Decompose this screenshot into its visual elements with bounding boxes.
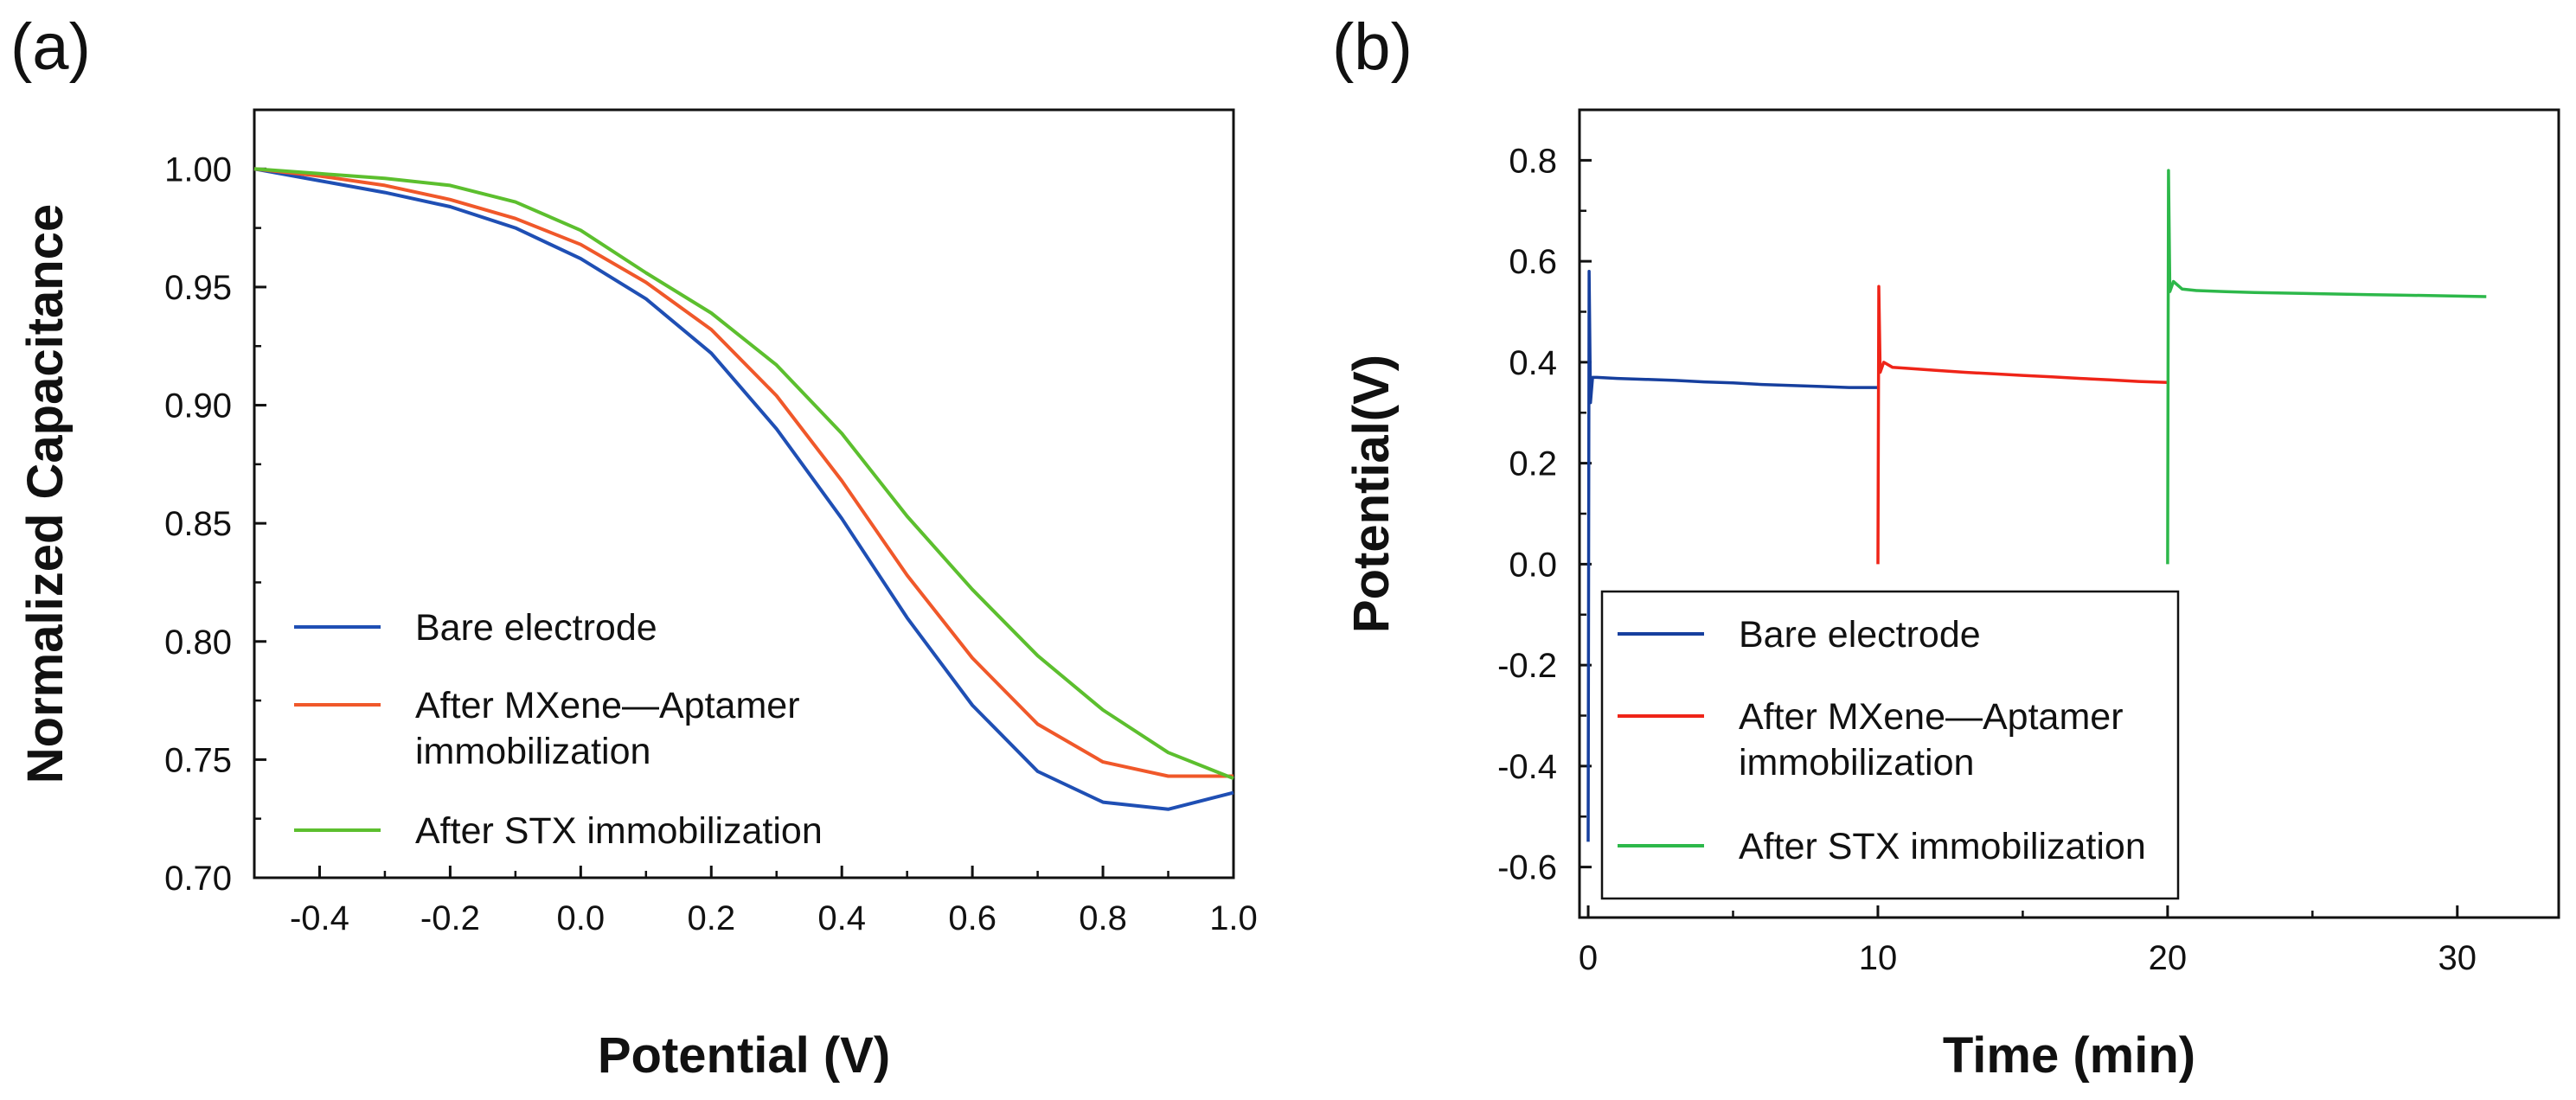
panel-b-series-line-1 — [1586, 270, 1878, 842]
panel-b-x-tick-label: 20 — [2149, 939, 2188, 977]
panel-b-y-tick-label: 0.4 — [1509, 344, 1557, 382]
panel-a-y-axis-title: Normalized Capacitance — [17, 204, 74, 783]
panel-a-series-line-3 — [253, 167, 1234, 781]
panel-a-x-tick-label: -0.2 — [420, 899, 480, 937]
panel-b-legend-label-1: Bare electrode — [1739, 614, 1981, 656]
panel-b: (b) 0 10 20 30 -0.6 -0.4 -0.2 0.0 0.2 0.4 0.6 0.8 T… — [1332, 10, 2560, 1084]
panel-a-plot-frame — [253, 108, 1235, 879]
panel-a-label: (a) — [10, 10, 91, 84]
panel-b-series-line-2 — [1876, 285, 2168, 565]
panel-b-x-tick-label: 30 — [2438, 939, 2477, 977]
panel-a: (a) -0.4 -0.2 0.0 0.2 0.4 0.6 0.8 1.0 0.70 0.75 0.… — [10, 10, 1258, 1084]
panel-a-x-axis-title: Potential (V) — [598, 1027, 890, 1084]
panel-a-series-line-1 — [253, 167, 1234, 811]
panel-b-x-tick-label: 0 — [1579, 939, 1598, 977]
panel-a-y-tick-label: 0.95 — [164, 269, 232, 307]
panel-b-legend-label-3: After STX immobilization — [1739, 826, 2146, 867]
panel-b-x-tick-label: 10 — [1859, 939, 1898, 977]
panel-b-label: (b) — [1332, 10, 1413, 84]
panel-a-legend-label-1: Bare electrode — [415, 607, 657, 649]
panel-b-y-axis-title: Potential(V) — [1343, 355, 1400, 633]
panel-a-y-tick-label: 0.80 — [164, 624, 232, 662]
panel-b-y-tick-label: 0.2 — [1509, 445, 1557, 483]
panel-a-ticks: -0.4 -0.2 0.0 0.2 0.4 0.6 0.8 1.0 0.70 0.75 0.80 0.… — [164, 150, 1258, 937]
panel-b-y-tick-label: -0.2 — [1497, 647, 1557, 685]
panel-a-y-tick-label: 0.70 — [164, 860, 232, 898]
panel-b-y-tick-label: 0.6 — [1509, 243, 1557, 281]
panel-b-y-tick-label: 0.8 — [1509, 142, 1557, 180]
panel-b-series-line-3 — [2166, 169, 2487, 565]
panel-a-x-tick-label: 0.2 — [687, 899, 735, 937]
panel-a-x-tick-label: 1.0 — [1209, 899, 1258, 937]
panel-b-y-tick-label: -0.4 — [1497, 748, 1557, 786]
panel-a-x-tick-label: -0.4 — [290, 899, 349, 937]
panel-b-legend-label-2: After MXene—Aptamer immobilization — [1739, 696, 2124, 783]
panel-a-x-tick-label: 0.0 — [557, 899, 606, 937]
panel-a-legend-label-3: After STX immobilization — [415, 810, 823, 852]
panel-a-x-tick-label: 0.6 — [948, 899, 996, 937]
panel-b-y-tick-label: 0.0 — [1509, 546, 1557, 584]
panel-a-x-tick-label: 0.4 — [817, 899, 866, 937]
panel-a-x-tick-label: 0.8 — [1079, 899, 1127, 937]
panel-a-y-tick-label: 0.90 — [164, 387, 232, 425]
panel-b-y-tick-label: -0.6 — [1497, 849, 1557, 887]
panel-b-ticks: 0 10 20 30 -0.6 -0.4 -0.2 0.0 0.2 0.4 0.6 0.8 — [1497, 142, 2477, 977]
panel-a-y-tick-label: 0.85 — [164, 505, 232, 543]
panel-a-y-tick-label: 1.00 — [164, 150, 232, 189]
panel-a-series-line-2 — [253, 167, 1234, 778]
panel-a-y-tick-label: 0.75 — [164, 741, 232, 779]
panel-a-lines — [253, 167, 1234, 811]
panel-b-x-axis-title: Time (min) — [1943, 1027, 2195, 1084]
panel-a-legend: Bare electrode After MXene—Aptamer immobi… — [294, 607, 823, 852]
panel-a-legend-label-2: After MXene—Aptamer immobilization — [415, 685, 800, 772]
panel-b-lines — [1586, 169, 2487, 842]
panel-b-legend: Bare electrode After MXene—Aptamer immobi… — [1600, 590, 2180, 900]
